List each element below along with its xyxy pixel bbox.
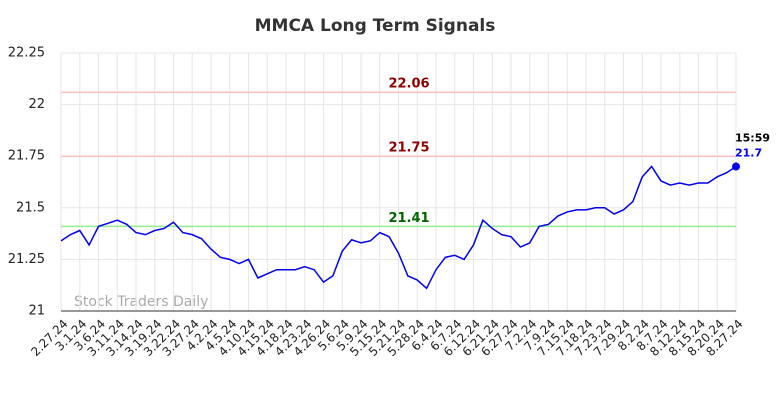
price-line	[60, 165, 737, 290]
y-tick-label: 22.25	[8, 46, 45, 61]
watermark: Stock Traders Daily	[74, 294, 208, 310]
last-value-label: 21.7	[735, 147, 762, 160]
signal-label: 21.75	[388, 141, 429, 156]
y-tick-label: 21.5	[16, 200, 45, 215]
last-time-label: 15:59	[735, 132, 770, 145]
chart-title: MMCA Long Term Signals	[255, 16, 496, 36]
y-tick-label: 22	[28, 97, 45, 112]
signal-label: 22.06	[388, 77, 429, 92]
y-tick-label: 21.25	[8, 252, 45, 267]
last-point	[732, 162, 740, 171]
y-tick-label: 21	[28, 304, 45, 319]
y-tick-label: 21.75	[8, 149, 45, 164]
signal-label: 21.41	[388, 211, 429, 226]
